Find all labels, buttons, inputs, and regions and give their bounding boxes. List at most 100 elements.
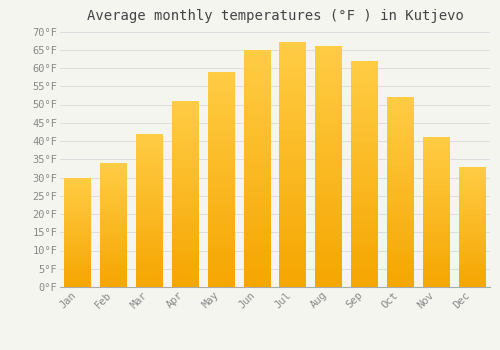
Bar bbox=[100, 240, 127, 242]
Bar bbox=[100, 225, 127, 228]
Bar bbox=[64, 247, 92, 250]
Bar bbox=[136, 152, 163, 155]
Bar bbox=[423, 188, 450, 191]
Bar bbox=[136, 219, 163, 223]
Bar bbox=[244, 273, 270, 278]
Bar bbox=[316, 186, 342, 191]
Bar bbox=[172, 261, 199, 265]
Bar bbox=[208, 197, 234, 201]
Bar bbox=[423, 200, 450, 203]
Bar bbox=[172, 205, 199, 209]
Bar bbox=[316, 210, 342, 215]
Bar bbox=[280, 199, 306, 204]
Bar bbox=[100, 232, 127, 235]
Bar bbox=[280, 238, 306, 243]
Bar bbox=[100, 168, 127, 170]
Bar bbox=[458, 244, 485, 246]
Bar bbox=[244, 202, 270, 206]
Bar bbox=[100, 267, 127, 270]
Bar bbox=[100, 250, 127, 252]
Bar bbox=[244, 206, 270, 211]
Bar bbox=[423, 269, 450, 272]
Bar bbox=[351, 120, 378, 124]
Bar bbox=[316, 239, 342, 244]
Bar bbox=[100, 245, 127, 247]
Bar bbox=[244, 230, 270, 235]
Bar bbox=[458, 280, 485, 282]
Bar bbox=[244, 239, 270, 244]
Bar bbox=[387, 253, 414, 257]
Bar bbox=[100, 205, 127, 208]
Bar bbox=[316, 234, 342, 239]
Bar bbox=[244, 168, 270, 173]
Bar bbox=[458, 258, 485, 260]
Bar bbox=[136, 146, 163, 149]
Bar bbox=[64, 239, 92, 241]
Bar bbox=[172, 280, 199, 283]
Bar bbox=[423, 137, 450, 140]
Bar bbox=[280, 57, 306, 62]
Bar bbox=[172, 268, 199, 272]
Bar bbox=[458, 203, 485, 205]
Bar bbox=[172, 239, 199, 242]
Bar bbox=[458, 183, 485, 186]
Bar bbox=[244, 278, 270, 282]
Bar bbox=[387, 275, 414, 279]
Bar bbox=[100, 170, 127, 173]
Bar bbox=[280, 135, 306, 140]
Bar bbox=[316, 253, 342, 258]
Bar bbox=[208, 274, 234, 278]
Bar bbox=[136, 189, 163, 192]
Bar bbox=[280, 267, 306, 272]
Bar bbox=[64, 230, 92, 232]
Bar bbox=[172, 235, 199, 239]
Bar bbox=[387, 245, 414, 249]
Bar bbox=[244, 220, 270, 225]
Bar bbox=[136, 140, 163, 143]
Bar bbox=[316, 138, 342, 142]
Bar bbox=[423, 218, 450, 221]
Bar bbox=[351, 237, 378, 242]
Bar bbox=[64, 280, 92, 282]
Bar bbox=[172, 212, 199, 216]
Bar bbox=[136, 137, 163, 140]
Bar bbox=[423, 236, 450, 239]
Bar bbox=[208, 98, 234, 102]
Bar bbox=[100, 260, 127, 262]
Bar bbox=[316, 157, 342, 162]
Bar bbox=[387, 260, 414, 264]
Bar bbox=[351, 188, 378, 192]
Bar bbox=[100, 163, 127, 166]
Bar bbox=[387, 135, 414, 139]
Bar bbox=[280, 150, 306, 155]
Bar bbox=[458, 224, 485, 227]
Bar bbox=[208, 141, 234, 145]
Bar bbox=[136, 214, 163, 217]
Bar bbox=[172, 131, 199, 134]
Bar bbox=[208, 106, 234, 110]
Bar bbox=[100, 178, 127, 180]
Bar bbox=[316, 263, 342, 268]
Bar bbox=[423, 149, 450, 152]
Bar bbox=[280, 140, 306, 145]
Bar bbox=[316, 56, 342, 61]
Bar bbox=[280, 52, 306, 57]
Bar bbox=[280, 223, 306, 228]
Bar bbox=[172, 276, 199, 280]
Bar bbox=[244, 107, 270, 111]
Bar bbox=[387, 131, 414, 135]
Bar bbox=[351, 228, 378, 233]
Bar bbox=[316, 258, 342, 263]
Bar bbox=[172, 164, 199, 168]
Bar bbox=[64, 241, 92, 243]
Bar bbox=[387, 154, 414, 158]
Bar bbox=[351, 102, 378, 106]
Bar bbox=[316, 172, 342, 176]
Bar bbox=[316, 181, 342, 186]
Bar bbox=[280, 101, 306, 106]
Bar bbox=[387, 116, 414, 120]
Bar bbox=[244, 187, 270, 192]
Bar bbox=[351, 215, 378, 219]
Bar bbox=[64, 177, 92, 180]
Bar bbox=[423, 155, 450, 158]
